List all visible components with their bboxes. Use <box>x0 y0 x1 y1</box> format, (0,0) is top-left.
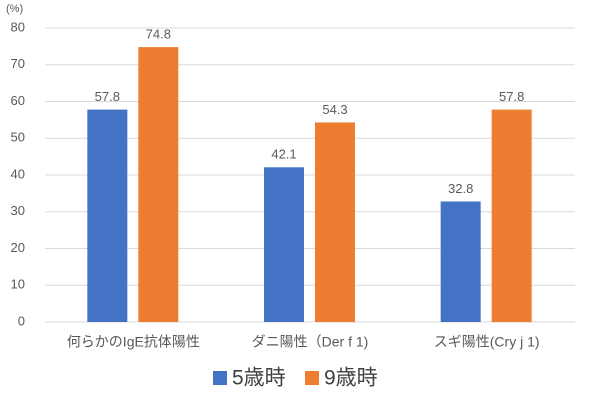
value-label: 57.8 <box>499 89 524 104</box>
legend-swatch <box>213 371 227 385</box>
x-tick-label: ダニ陽性（Der f 1) <box>252 334 369 350</box>
y-tick-label: 10 <box>11 277 25 292</box>
y-tick-label: 40 <box>11 166 25 181</box>
legend: 5歳時 9歳時 <box>213 367 378 390</box>
value-label: 32.8 <box>448 181 473 196</box>
y-tick-label: 20 <box>11 240 25 255</box>
value-label: 42.1 <box>271 147 296 162</box>
legend-label: 9歳時 <box>324 367 378 390</box>
value-label: 57.8 <box>95 89 120 104</box>
x-tick-label: 何らかのIgE抗体陽性 <box>67 334 200 350</box>
bar <box>491 109 532 323</box>
x-tick-label: スギ陽性(Cry j 1) <box>434 334 540 350</box>
bar <box>440 201 481 322</box>
bar <box>315 122 355 322</box>
bar <box>264 167 304 322</box>
y-tick-label: 0 <box>18 313 25 328</box>
value-label: 54.3 <box>322 102 347 117</box>
bar <box>138 47 179 323</box>
y-tick-label: 80 <box>11 19 25 34</box>
legend-swatch <box>305 371 319 385</box>
y-tick-label: 60 <box>11 93 25 108</box>
bar <box>87 109 128 323</box>
value-label: 74.8 <box>146 27 171 42</box>
legend-label: 5歳時 <box>232 367 286 390</box>
y-tick-label: 30 <box>11 203 25 218</box>
y-tick-label: 70 <box>11 56 25 71</box>
y-axis-unit: (%) <box>6 3 23 15</box>
y-tick-label: 50 <box>11 130 25 145</box>
